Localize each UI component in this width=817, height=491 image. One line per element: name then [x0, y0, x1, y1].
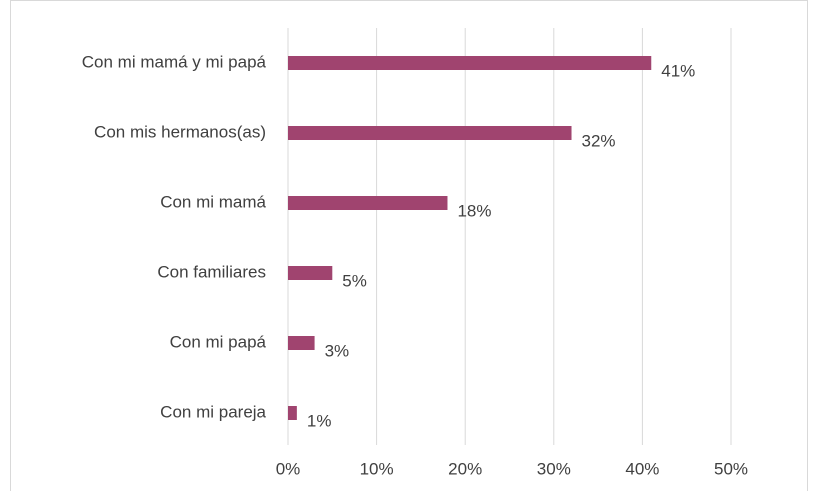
bar	[288, 126, 572, 140]
data-label: 18%	[457, 201, 491, 220]
bar	[288, 56, 652, 70]
y-tick-label: Con mi papá	[170, 332, 267, 351]
data-label: 5%	[342, 271, 367, 290]
data-label: 32%	[582, 131, 616, 150]
y-tick-label: Con mi mamá y mi papá	[82, 52, 267, 71]
x-tick-label: 0%	[276, 459, 301, 478]
bar	[288, 266, 333, 280]
y-tick-label: Con familiares	[157, 262, 266, 281]
y-tick-label: Con mi mamá	[160, 192, 266, 211]
x-tick-label: 40%	[625, 459, 659, 478]
x-tick-label: 20%	[448, 459, 482, 478]
chart-border	[10, 0, 808, 491]
bar	[288, 406, 297, 420]
y-tick-label: Con mis hermanos(as)	[94, 122, 266, 141]
data-label: 41%	[661, 61, 695, 80]
bar	[288, 336, 315, 350]
x-tick-label: 50%	[714, 459, 748, 478]
data-label: 1%	[307, 411, 332, 430]
data-label: 3%	[325, 341, 350, 360]
x-tick-label: 10%	[360, 459, 394, 478]
y-tick-label: Con mi pareja	[160, 402, 266, 421]
bar	[288, 196, 448, 210]
x-tick-label: 30%	[537, 459, 571, 478]
